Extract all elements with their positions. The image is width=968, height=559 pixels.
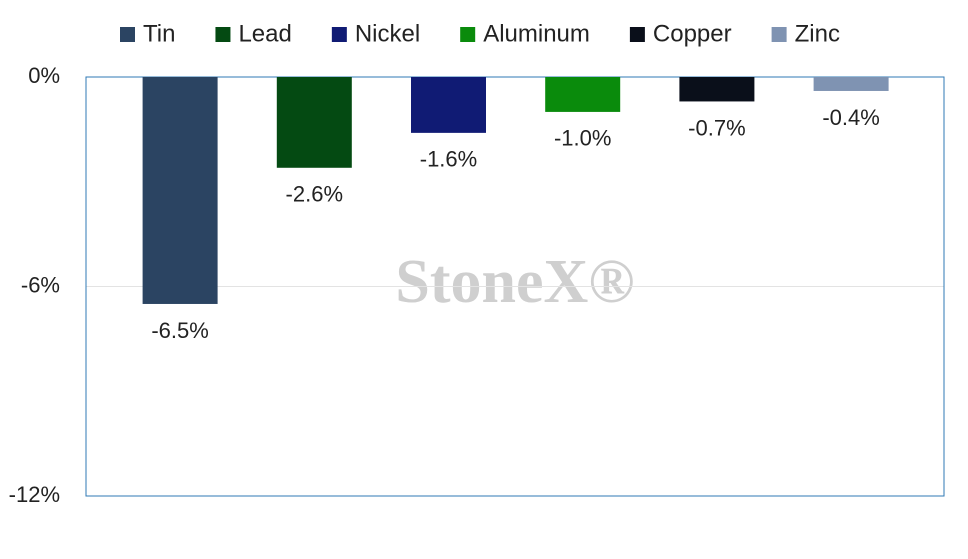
legend-label: Nickel bbox=[355, 20, 420, 47]
data-label: -1.6% bbox=[420, 147, 477, 172]
plot-border bbox=[85, 76, 945, 497]
bar bbox=[411, 77, 486, 133]
bar bbox=[679, 77, 755, 102]
y-tick-label: -12% bbox=[9, 482, 60, 507]
bar bbox=[813, 77, 889, 91]
data-label: -0.4% bbox=[822, 105, 879, 130]
bar bbox=[545, 77, 621, 112]
legend-swatch bbox=[120, 27, 135, 42]
legend-swatch bbox=[331, 27, 347, 42]
legend-swatch bbox=[771, 27, 787, 42]
data-label: -1.0% bbox=[554, 126, 611, 151]
data-label: -0.7% bbox=[688, 115, 745, 140]
y-tick-label: -6% bbox=[21, 272, 60, 297]
legend-swatch bbox=[215, 27, 231, 42]
bar bbox=[276, 77, 352, 168]
legend-label: Aluminum bbox=[483, 20, 590, 47]
bar bbox=[142, 77, 218, 304]
data-label: -2.6% bbox=[286, 182, 343, 207]
data-label: -6.5% bbox=[151, 318, 208, 343]
legend-label: Copper bbox=[653, 20, 732, 47]
y-tick-label: 0% bbox=[28, 63, 60, 88]
legend-swatch bbox=[629, 27, 645, 42]
legend-label: Zinc bbox=[795, 20, 840, 47]
legend-swatch bbox=[460, 27, 476, 42]
watermark: StoneX® bbox=[395, 248, 634, 316]
legend-label: Lead bbox=[238, 20, 291, 47]
legend-label: Tin bbox=[143, 20, 175, 47]
